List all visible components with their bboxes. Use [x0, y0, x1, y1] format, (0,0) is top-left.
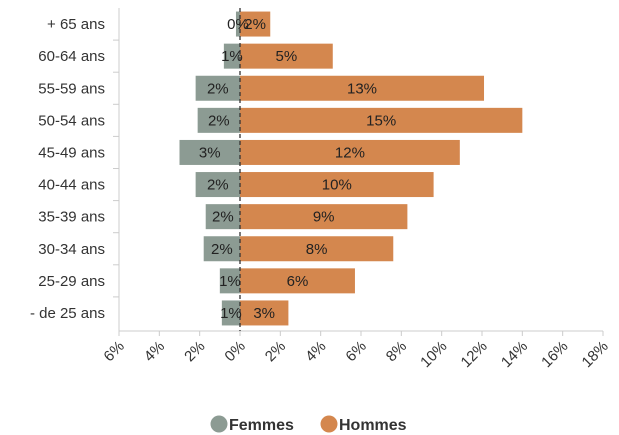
- bar-femmes: [195, 75, 240, 101]
- x-tick-label: 6%: [100, 338, 127, 365]
- legend-label-hommes: Hommes: [339, 417, 407, 434]
- bars: [179, 8, 523, 331]
- bar-hommes: [240, 172, 434, 198]
- x-tick-label: 2%: [262, 338, 289, 365]
- x-tick-label: 8%: [383, 338, 410, 365]
- bar-femmes: [221, 300, 240, 326]
- data-label-hommes: 12%: [335, 144, 365, 161]
- legend-label-femmes: Femmes: [229, 417, 294, 434]
- bar-hommes: [240, 107, 523, 133]
- data-label-hommes: 6%: [287, 273, 309, 290]
- data-label-femmes: 0%: [227, 16, 249, 33]
- x-tick-label: 4%: [141, 338, 168, 365]
- x-tick-label: 16%: [538, 338, 571, 371]
- legend-swatch-femmes: [210, 415, 228, 433]
- bar-femmes: [203, 236, 240, 262]
- bar-hommes: [240, 43, 333, 69]
- data-label-hommes: 13%: [347, 80, 377, 97]
- data-label-hommes: 8%: [306, 241, 328, 258]
- data-label-hommes: 10%: [322, 177, 352, 194]
- bar-femmes: [195, 172, 240, 198]
- category-label: + 65 ans: [47, 16, 105, 33]
- bar-hommes: [240, 268, 355, 294]
- category-label: 30-34 ans: [38, 241, 105, 258]
- labels: 0%2%1% 5%2% 13%2% 15%3% 12%2% 10%2% 9%2% 8%1% 6%…: [199, 16, 396, 322]
- bar-hommes: [240, 11, 271, 37]
- data-label-hommes: 2%: [244, 16, 266, 33]
- category-label: 50-54 ans: [38, 112, 105, 129]
- x-tick-label: 2%: [181, 338, 208, 365]
- data-label-femmes: 2%: [208, 112, 230, 129]
- bar-femmes: [205, 204, 240, 230]
- x-tick-label: 14%: [498, 338, 531, 371]
- bar-hommes: [240, 300, 289, 326]
- data-label-hommes: 5%: [276, 48, 298, 65]
- category-label: 35-39 ans: [38, 209, 105, 226]
- bar-femmes: [219, 268, 240, 294]
- bar-hommes: [240, 236, 394, 262]
- data-label-femmes: 2%: [207, 177, 229, 194]
- data-label-femmes: 2%: [212, 209, 234, 226]
- data-label-hommes: 9%: [313, 209, 335, 226]
- data-label-femmes: 1%: [221, 48, 243, 65]
- data-label-femmes: 1%: [220, 305, 242, 322]
- x-tick-label: 10%: [417, 338, 450, 371]
- x-tick-label: 12%: [458, 338, 491, 371]
- bar-femmes: [179, 139, 240, 165]
- data-label-hommes: 3%: [253, 305, 275, 322]
- bar-femmes: [235, 11, 240, 37]
- bar-hommes: [240, 139, 460, 165]
- data-label-femmes: 2%: [207, 80, 229, 97]
- x-tick-label: 4%: [302, 338, 329, 365]
- category-label: 55-59 ans: [38, 80, 105, 97]
- legend-swatch-hommes: [320, 415, 338, 433]
- bar-hommes: [240, 204, 408, 230]
- category-label: 60-64 ans: [38, 48, 105, 65]
- category-label: 40-44 ans: [38, 177, 105, 194]
- data-label-femmes: 1%: [219, 273, 241, 290]
- legend: Femmes Hommes: [210, 415, 407, 434]
- bar-hommes: [240, 75, 485, 101]
- bar-femmes: [223, 43, 240, 69]
- data-label-femmes: 2%: [211, 241, 233, 258]
- data-label-femmes: 3%: [199, 144, 221, 161]
- category-label: - de 25 ans: [30, 305, 105, 322]
- x-tick-label: 18%: [579, 338, 612, 371]
- x-tick-label: 6%: [342, 338, 369, 365]
- category-label: 25-29 ans: [38, 273, 105, 290]
- x-tick-label: 0%: [221, 338, 248, 365]
- data-label-hommes: 15%: [366, 112, 396, 129]
- bar-femmes: [197, 107, 240, 133]
- category-label: 45-49 ans: [38, 144, 105, 161]
